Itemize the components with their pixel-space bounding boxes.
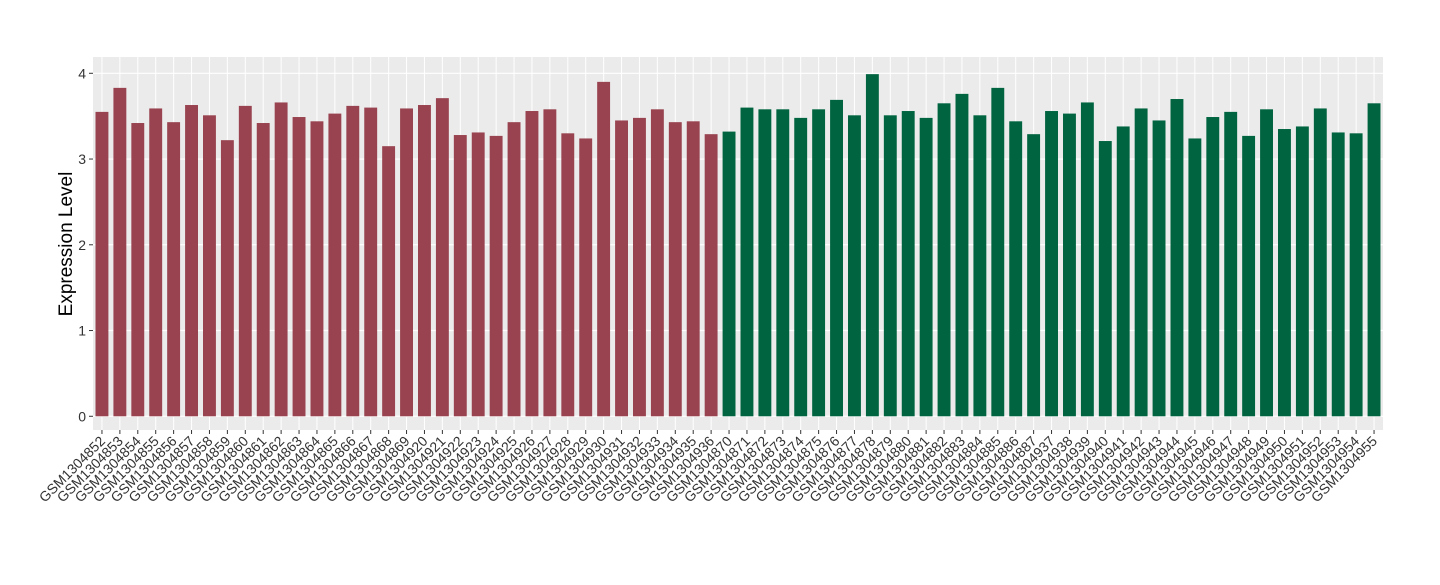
bar: [131, 123, 145, 417]
y-tick-label: 4: [78, 65, 86, 81]
y-axis-label: Expression Level: [56, 172, 77, 317]
bar: [400, 108, 413, 417]
bar: [1349, 133, 1363, 417]
bar: [650, 109, 664, 417]
bar: [1063, 113, 1076, 417]
bar: [1260, 109, 1273, 417]
bar: [1098, 141, 1112, 417]
bar: [113, 87, 127, 417]
bar: [435, 98, 449, 417]
bar: [1313, 108, 1327, 417]
bar: [346, 105, 360, 417]
bar: [238, 105, 252, 417]
bar: [973, 115, 987, 417]
bar: [292, 117, 306, 417]
bar: [830, 99, 843, 417]
bar: [740, 107, 754, 417]
bar: [1188, 138, 1202, 417]
bar: [1278, 129, 1291, 417]
bar: [1080, 102, 1094, 417]
bar: [919, 117, 933, 417]
bar: [1295, 126, 1309, 417]
bar: [274, 102, 288, 417]
bar: [848, 115, 861, 417]
bar: [561, 133, 575, 417]
plot-panel: [93, 57, 1383, 430]
bar: [722, 131, 736, 417]
bar: [543, 109, 557, 417]
bar: [991, 87, 1005, 417]
bar: [1045, 111, 1058, 417]
bar: [1009, 121, 1023, 417]
bar: [203, 115, 216, 417]
bar: [1152, 120, 1166, 417]
bar: [525, 111, 539, 417]
bar: [185, 105, 198, 417]
bar: [364, 107, 378, 417]
bar: [812, 109, 826, 417]
bar: [1170, 99, 1184, 417]
bar: [883, 115, 897, 417]
bar: [167, 122, 181, 417]
bar: [256, 123, 270, 417]
bar: [597, 81, 611, 417]
bar: [328, 113, 342, 417]
bar: [704, 134, 718, 417]
bar: [668, 122, 682, 417]
y-tick-label: 0: [78, 408, 86, 424]
bar: [1367, 103, 1381, 417]
y-tick-label: 2: [78, 237, 86, 253]
bar: [471, 132, 485, 417]
bar: [310, 121, 324, 417]
bar: [794, 117, 808, 417]
bar: [776, 109, 790, 417]
bar: [453, 135, 467, 417]
bar: [418, 105, 431, 417]
bar: [615, 120, 628, 417]
bar: [95, 111, 109, 417]
bar: [1224, 111, 1238, 417]
y-tick-label: 1: [78, 323, 86, 339]
bar: [1027, 134, 1041, 417]
bar: [633, 117, 646, 417]
bar: [758, 109, 772, 417]
bar: [579, 138, 593, 417]
bar: [507, 122, 521, 417]
bar: [382, 146, 396, 417]
bar: [1116, 126, 1130, 417]
bar: [1331, 132, 1345, 417]
bar: [149, 108, 163, 417]
bar: [901, 111, 915, 417]
bar: [1242, 135, 1256, 417]
y-tick-label: 3: [78, 151, 86, 167]
bar: [937, 103, 951, 417]
bar: [1134, 108, 1148, 417]
bar: [1206, 117, 1220, 417]
bar: [955, 93, 969, 417]
bar: [489, 135, 503, 417]
bar: [686, 121, 700, 417]
bar: [865, 74, 879, 417]
bar: [220, 140, 234, 417]
